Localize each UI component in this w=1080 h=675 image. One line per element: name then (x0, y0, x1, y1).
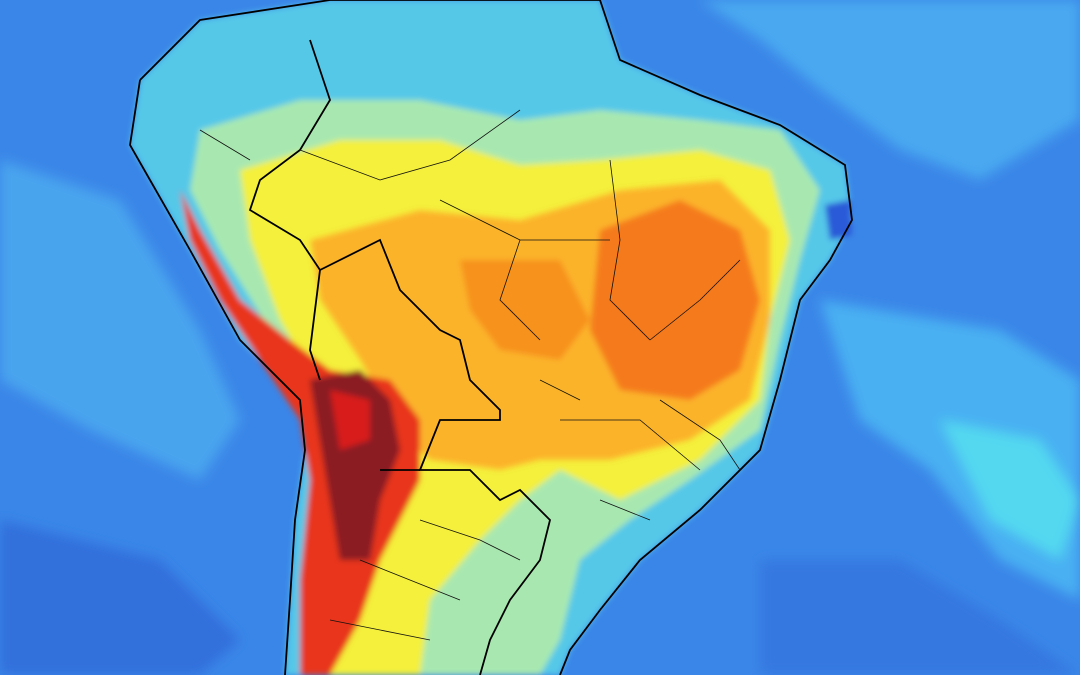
land-very-hot (590, 200, 760, 400)
andes-red-spot (330, 390, 370, 450)
bolivia-border (309, 269, 420, 471)
internal-borders (199, 109, 741, 641)
land-hot-core (460, 260, 590, 360)
temperature-field (130, 0, 852, 675)
andes-extreme (310, 370, 400, 560)
brazil-border (248, 39, 551, 675)
coastline (129, 0, 853, 675)
coastal-cool-spot (825, 200, 852, 240)
borders (129, 0, 853, 675)
